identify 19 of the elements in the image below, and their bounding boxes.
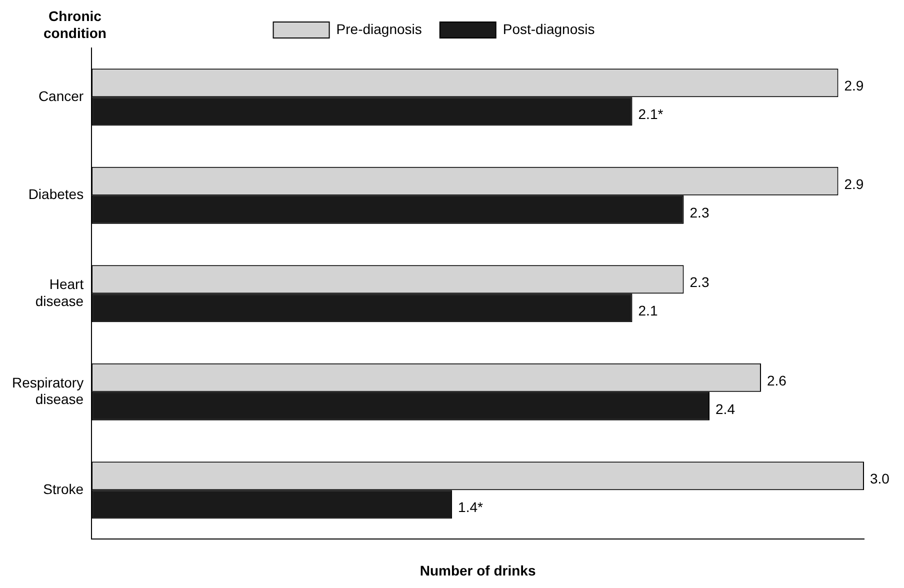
y-tick-label: Cancer bbox=[38, 88, 84, 104]
x-axis-title: Number of drinks bbox=[420, 562, 536, 578]
y-tick-label: Heart disease bbox=[35, 276, 84, 309]
y-tick-label: Stroke bbox=[43, 480, 84, 497]
y-axis-title: Chronic condition bbox=[42, 8, 108, 42]
legend-label: Pre-diagnosis bbox=[336, 20, 422, 37]
data-label: 2.3 bbox=[690, 204, 710, 220]
y-tick-label: Respiratory disease bbox=[12, 374, 84, 408]
y-tick-label: Diabetes bbox=[28, 186, 84, 202]
data-label: 1.4* bbox=[458, 499, 484, 516]
legend-label: Post-diagnosis bbox=[502, 20, 595, 37]
data-label: 2.9 bbox=[844, 78, 864, 94]
data-label: 2.4 bbox=[716, 400, 736, 417]
data-label: 2.6 bbox=[767, 372, 787, 388]
data-label: 2.1 bbox=[638, 302, 658, 319]
data-label: 3.0 bbox=[870, 470, 890, 487]
data-label: 2.9 bbox=[844, 176, 864, 192]
data-label: 2.1* bbox=[638, 106, 664, 122]
data-label: 2.3 bbox=[690, 274, 710, 290]
